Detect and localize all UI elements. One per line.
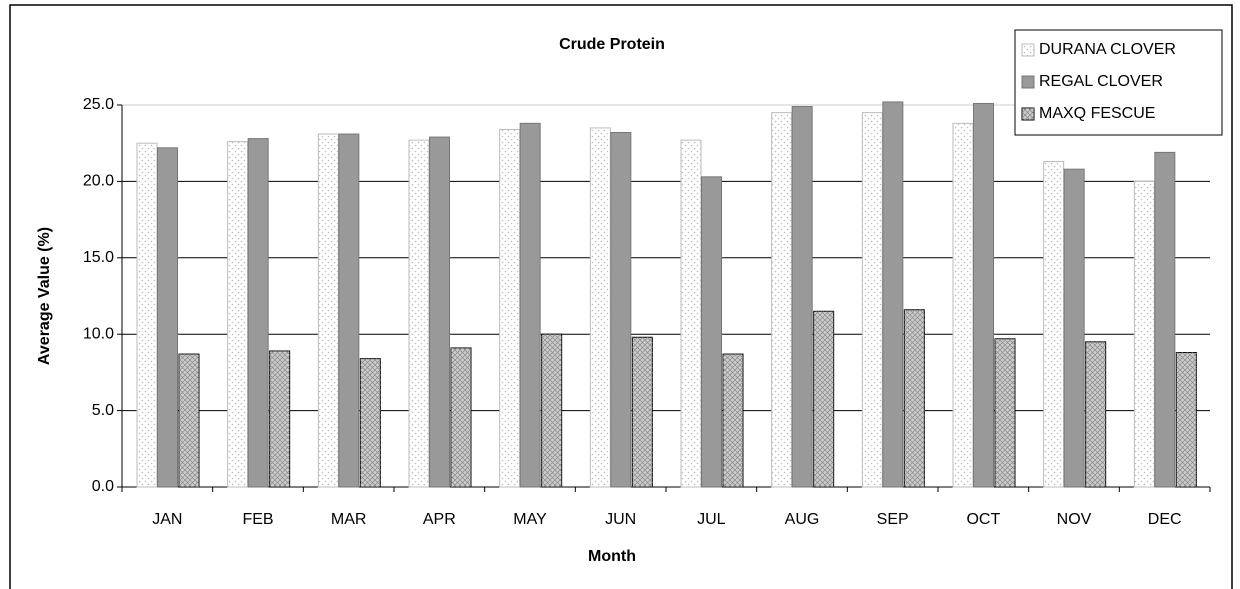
y-tick-label: 15.0 xyxy=(83,249,114,266)
x-tick-label: MAR xyxy=(331,511,367,528)
x-tick-label: OCT xyxy=(966,511,1000,528)
bar-pattern xyxy=(541,334,562,487)
x-tick-label: APR xyxy=(423,511,456,528)
bar-pattern xyxy=(360,358,381,487)
x-tick-label: DEC xyxy=(1148,511,1182,528)
legend-box xyxy=(1014,29,1223,136)
y-tick-label: 20.0 xyxy=(83,173,114,190)
bar-pattern xyxy=(137,143,157,487)
bar-pattern xyxy=(723,354,743,487)
x-tick-label: JAN xyxy=(152,511,182,528)
bar-pattern xyxy=(632,337,653,487)
bar-pattern xyxy=(1134,181,1155,487)
legend-label: MAXQ FESCUE xyxy=(1039,105,1155,122)
x-tick-label: AUG xyxy=(785,511,820,528)
y-tick-label: 0.0 xyxy=(92,478,114,495)
bar xyxy=(882,101,904,488)
x-tick-label: JUN xyxy=(605,511,636,528)
bar xyxy=(1154,151,1176,488)
bar-pattern xyxy=(451,347,471,487)
legend-label: REGAL CLOVER xyxy=(1039,73,1163,90)
bar-pattern xyxy=(681,140,701,488)
frame xyxy=(9,4,1233,589)
bar xyxy=(429,136,450,488)
legend-swatch xyxy=(1021,75,1035,89)
bar xyxy=(701,176,722,488)
x-tick-label: NOV xyxy=(1057,511,1092,528)
bar xyxy=(157,147,178,488)
bar-pattern xyxy=(409,140,429,488)
bar-pattern xyxy=(1176,352,1197,487)
bar-pattern xyxy=(499,129,520,487)
bar-pattern xyxy=(813,311,834,487)
chart-title: Crude Protein xyxy=(559,36,665,53)
x-axis-label: Month xyxy=(588,548,636,565)
legend-swatch-pattern xyxy=(1022,108,1034,120)
bar-pattern xyxy=(1085,341,1106,487)
x-tick-label: SEP xyxy=(877,511,909,528)
bar-pattern xyxy=(995,338,1015,487)
bar xyxy=(247,138,269,488)
x-tick-label: JUL xyxy=(697,511,726,528)
legend-swatch-pattern xyxy=(1022,44,1034,56)
y-tick-label: 5.0 xyxy=(92,402,114,419)
bar-pattern xyxy=(1043,161,1064,487)
bar-pattern xyxy=(269,351,290,487)
bar-pattern xyxy=(862,112,883,487)
bar-pattern xyxy=(771,112,792,487)
bar-pattern xyxy=(590,127,611,488)
bar-pattern xyxy=(179,354,199,487)
bar xyxy=(973,102,994,488)
bar-pattern xyxy=(904,309,925,487)
y-tick-label: 10.0 xyxy=(83,325,114,342)
bar xyxy=(791,106,813,488)
bar xyxy=(610,132,632,488)
x-tick-label: MAY xyxy=(513,511,547,528)
bar-pattern xyxy=(318,134,339,488)
bar xyxy=(1063,168,1085,488)
y-tick-label: 25.0 xyxy=(83,96,114,113)
bar-pattern xyxy=(953,123,973,487)
legend-label: DURANA CLOVER xyxy=(1039,41,1176,58)
bar xyxy=(338,133,360,488)
bar-pattern xyxy=(227,141,248,487)
x-tick-label: FEB xyxy=(242,511,273,528)
y-axis-label: Average Value (%) xyxy=(36,227,53,365)
bar xyxy=(519,122,541,488)
